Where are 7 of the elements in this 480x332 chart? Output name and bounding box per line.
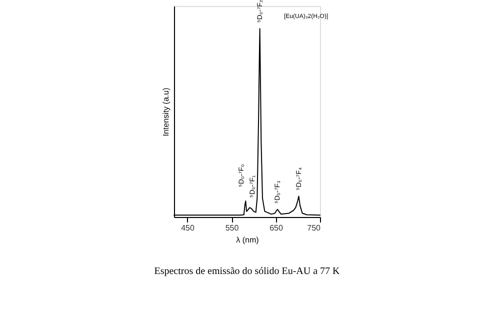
x-tick-label: 750 bbox=[307, 224, 322, 232]
x-tick-label: 450 bbox=[181, 224, 195, 232]
x-axis-title: λ (nm) bbox=[236, 236, 260, 244]
text: Espectros de emissão do sólido Eu-AU a 77 K bbox=[154, 266, 341, 277]
y-axis-title: Intensity (a.u) bbox=[162, 87, 170, 136]
x-tick-label: 550 bbox=[225, 224, 240, 232]
x-tick-label: 650 bbox=[270, 224, 284, 232]
